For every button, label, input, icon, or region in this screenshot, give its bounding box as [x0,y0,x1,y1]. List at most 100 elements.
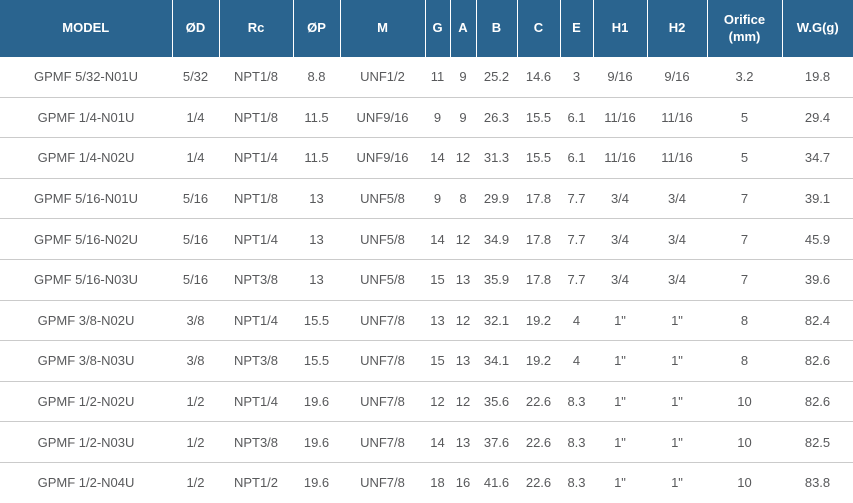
col-header-rc: Rc [218,0,293,57]
cell-rc: NPT3/8 [219,340,293,382]
cell-model: GPMF 1/2-N04U [0,461,172,503]
cell-e: 8.3 [560,380,593,422]
cell-h2: 1" [647,461,707,503]
cell-od: 5/16 [172,258,219,301]
cell-e: 3 [572,69,581,85]
cell-h2: 1" [647,380,707,422]
table-row: GPMF 1/2-N02U 1/2 NPT1/4 19.6 UNF7/8 12 12 35.6… [0,380,853,422]
cell-b: 35.6 [476,380,517,422]
cell-g: 11 [430,69,445,85]
cell-b: 31.3 [476,137,517,179]
cell-a: 9 [450,96,476,138]
cell-rc: NPT3/8 [219,258,293,301]
cell-h2: 1" [647,340,707,382]
cell-model: GPMF 5/32-N01U [33,69,139,85]
cell-c: 17.8 [517,177,560,219]
cell-orifice_mm: 7 [707,258,782,301]
cell-g: 14 [425,421,450,463]
cell-rc: NPT1/8 [219,96,293,138]
col-header-orifice-mm: Orifice (mm) [706,0,782,57]
header-row: MODEL ØD Rc ØP M G A B C E H1 H2 Orifice… [0,0,853,57]
cell-c: 19.2 [517,340,560,382]
cell-orifice_mm: 7 [707,177,782,219]
table-row: GPMF 5/16-N03U 5/16 NPT3/8 13 UNF5/8 15 13 35.9… [0,258,853,301]
cell-e: 7.7 [560,177,593,219]
cell-m: UNF5/8 [340,177,425,219]
cell-h1: 3/4 [593,177,647,219]
cell-rc: NPT1/4 [219,218,293,260]
cell-c: 15.5 [517,96,560,138]
cell-op: 19.6 [293,461,340,503]
cell-orifice_mm: 3.2 [735,69,754,85]
cell-m: UNF7/8 [340,380,425,422]
cell-rc: NPT1/2 [219,461,293,503]
cell-orifice_mm: 5 [707,96,782,138]
cell-model: GPMF 3/8-N03U [0,340,172,382]
cell-od: 3/8 [172,299,219,341]
cell-op: 19.6 [293,380,340,422]
cell-a: 13 [450,340,476,382]
cell-od: 1/2 [172,461,219,503]
cell-g: 9 [425,177,450,219]
cell-h1: 1" [593,340,647,382]
cell-wg_g: 39.1 [782,177,853,219]
cell-orifice_mm: 10 [707,461,782,503]
cell-e: 7.7 [560,218,593,260]
cell-e: 6.1 [560,96,593,138]
table-row: GPMF 5/16-N01U 5/16 NPT1/8 13 UNF5/8 9 8 29.9 17… [0,177,853,219]
cell-od: 5/16 [172,218,219,260]
cell-h2: 1" [647,299,707,341]
cell-wg_g: 29.4 [782,96,853,138]
cell-op: 11.5 [293,137,340,179]
cell-e: 8.3 [560,461,593,503]
cell-a: 13 [450,258,476,301]
cell-h1: 3/4 [593,218,647,260]
cell-e: 4 [560,340,593,382]
cell-g: 14 [425,218,450,260]
cell-m: UNF9/16 [340,96,425,138]
cell-rc: NPT1/8 [219,177,293,219]
cell-b: 34.9 [476,218,517,260]
table-body: GPMF 5/32-N01U 5/32 NPT1/8 8.8 UNF1/2 11 9 25.2… [0,57,853,503]
cell-m: UNF5/8 [340,218,425,260]
cell-g: 15 [425,258,450,301]
cell-op: 13 [293,258,340,301]
cell-a: 12 [450,137,476,179]
cell-h1: 9/16 [607,69,633,85]
cell-c: 17.8 [517,218,560,260]
cell-od: 1/2 [172,380,219,422]
table-row: GPMF 5/32-N01U 5/32 NPT1/8 8.8 UNF1/2 11 9 25.2… [0,57,853,97]
cell-orifice_mm: 8 [707,340,782,382]
cell-model: GPMF 5/16-N01U [0,177,172,219]
cell-c: 17.8 [517,258,560,301]
cell-model: GPMF 1/2-N02U [0,380,172,422]
cell-op: 13 [293,177,340,219]
col-header-a: A [449,0,476,57]
cell-h1: 11/16 [593,137,647,179]
cell-model: GPMF 3/8-N02U [0,299,172,341]
cell-g: 18 [425,461,450,503]
cell-wg_g: 82.6 [782,380,853,422]
cell-h2: 3/4 [647,218,707,260]
cell-model: GPMF 5/16-N02U [0,218,172,260]
cell-m: UNF5/8 [340,258,425,301]
cell-a: 16 [450,461,476,503]
cell-od: 3/8 [172,340,219,382]
cell-m: UNF7/8 [340,461,425,503]
cell-h2: 11/16 [647,137,707,179]
cell-wg_g: 19.8 [804,69,831,85]
cell-c: 15.5 [517,137,560,179]
cell-g: 15 [425,340,450,382]
cell-h1: 11/16 [593,96,647,138]
cell-a: 13 [450,421,476,463]
cell-c: 14.6 [525,69,552,85]
cell-m: UNF7/8 [340,421,425,463]
cell-h2: 3/4 [647,177,707,219]
table-row: GPMF 1/4-N02U 1/4 NPT1/4 11.5 UNF9/16 14 12 31.… [0,137,853,179]
cell-model: GPMF 1/2-N03U [0,421,172,463]
cell-c: 22.6 [517,461,560,503]
col-header-h1: H1 [592,0,647,57]
table-row: GPMF 1/2-N03U 1/2 NPT3/8 19.6 UNF7/8 14 13 37.6… [0,421,853,463]
cell-g: 12 [425,380,450,422]
